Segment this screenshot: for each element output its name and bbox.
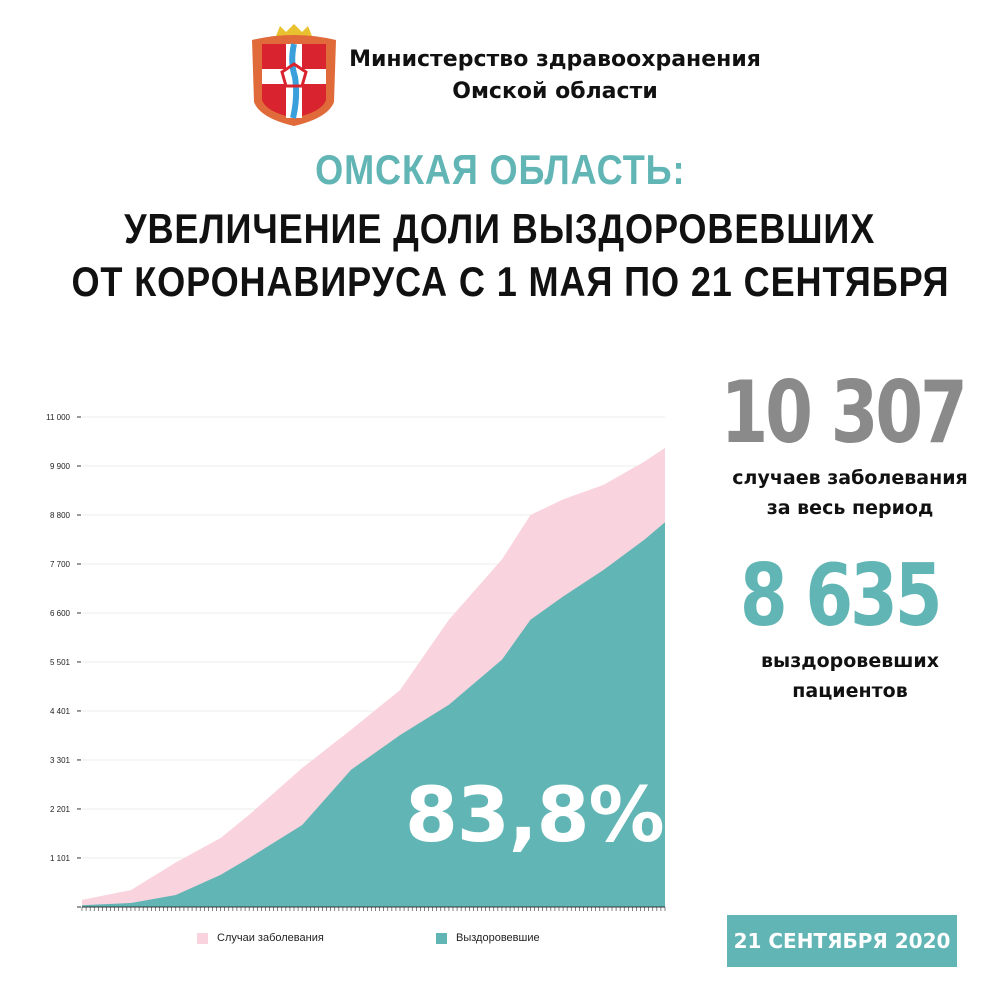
legend-item-cases: Случаи заболевания <box>197 932 324 944</box>
title-region: ОМСКАЯ ОБЛАСТЬ: <box>314 146 686 193</box>
y-tick-label: 4 401 <box>50 707 71 716</box>
recovered-share-label: 83,8% <box>405 770 665 859</box>
coat-of-arms-logo <box>252 24 336 126</box>
recovered-area <box>82 522 665 907</box>
ministry-name: Министерство здравоохранения Омской обла… <box>345 44 765 108</box>
recovered-caption: выздоровевших пациентов <box>761 650 939 702</box>
recovered-number: 8 635 <box>740 546 943 646</box>
legend-swatch-recovered <box>436 932 447 944</box>
y-tick-label: 5 501 <box>50 658 71 667</box>
y-tick-label: 1 101 <box>50 854 71 863</box>
title-line-3: ОТ КОРОНАВИРУСА С 1 МАЯ ПО 21 СЕНТЯБРЯ <box>71 258 950 305</box>
total-cases-caption: случаев заболевания за весь период <box>732 467 968 519</box>
area-chart: 1 101 2 201 3 301 4 401 5 501 6 600 7 700 8 800… <box>46 413 666 911</box>
y-tick-label: 8 800 <box>50 511 71 520</box>
y-tick-label: 2 201 <box>50 805 71 814</box>
y-tick-label: 9 900 <box>50 462 71 471</box>
legend-label-recovered: Выздоровевшие <box>456 932 540 944</box>
y-tick-label: 11 000 <box>46 413 70 422</box>
legend-item-recovered: Выздоровевшие <box>436 932 540 944</box>
y-tick-label: 6 600 <box>50 609 71 618</box>
y-tick-label: 7 700 <box>50 560 71 569</box>
legend-swatch-cases <box>197 932 208 944</box>
y-tick-label: 3 301 <box>50 756 71 765</box>
date-badge: 21 СЕНТЯБРЯ 2020 <box>727 915 957 967</box>
total-cases-number: 10 307 <box>720 363 968 463</box>
org-line-2: Омской области <box>452 79 658 104</box>
org-line-1: Министерство здравоохранения <box>349 47 761 72</box>
title-line-2: УВЕЛИЧЕНИЕ ДОЛИ ВЫЗДОРОВЕВШИХ <box>124 205 876 252</box>
legend-label-cases: Случаи заболевания <box>217 932 324 944</box>
